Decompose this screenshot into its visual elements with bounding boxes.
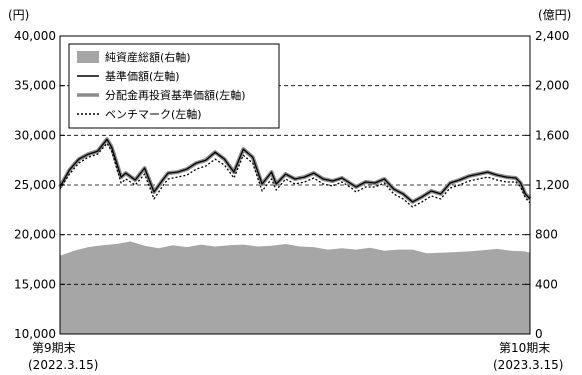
left-tick-label: 15,000: [14, 277, 56, 291]
left-tick-label: 25,000: [14, 178, 56, 192]
x-start-date: (2022.3.15): [28, 358, 98, 372]
right-axis-unit: (億円): [538, 8, 571, 22]
right-tick-label: 800: [535, 228, 558, 242]
legend-label-area: 純資産総額(右軸): [105, 50, 191, 64]
legend-box: [68, 43, 280, 129]
left-axis-unit: (円): [8, 8, 29, 22]
right-tick-label: 1,200: [535, 178, 569, 192]
left-tick-label: 35,000: [14, 79, 56, 93]
legend: 純資産総額(右軸) 基準価額(左軸) 分配金再投資基準価額(左軸) ベンチマーク…: [68, 43, 280, 129]
grid-layer: [60, 85, 530, 285]
right-tick-label: 2,400: [535, 29, 569, 43]
reinvest-nav-line: [58, 137, 532, 204]
left-tick-label: 30,000: [14, 128, 56, 142]
legend-label-reinvest: 分配金再投資基準価額(左軸): [105, 88, 246, 102]
x-end-date: (2023.3.15): [493, 358, 563, 372]
benchmark-line: [59, 142, 531, 208]
legend-swatch-area: [77, 51, 99, 63]
right-tick-label: 0: [535, 327, 543, 341]
net-assets-area-layer: [60, 241, 530, 334]
left-tick-label: 20,000: [14, 228, 56, 242]
x-start-period: 第9期末: [32, 341, 76, 355]
net-assets-area: [60, 241, 530, 334]
nav-line: [59, 138, 531, 203]
legend-label-benchmark: ベンチマーク(左軸): [105, 107, 202, 121]
right-tick-label: 400: [535, 277, 558, 291]
x-end-period: 第10期末: [499, 341, 550, 355]
tick-layer: 10,000 15,000 20,000 25,000 30,000 35,000 40,0…: [14, 29, 569, 341]
right-tick-label: 1,600: [535, 128, 569, 142]
line-layer: [58, 137, 532, 208]
legend-label-nav: 基準価額(左軸): [105, 69, 180, 83]
left-tick-label: 40,000: [14, 29, 56, 43]
right-tick-label: 2,000: [535, 79, 569, 93]
left-tick-label: 10,000: [14, 327, 56, 341]
